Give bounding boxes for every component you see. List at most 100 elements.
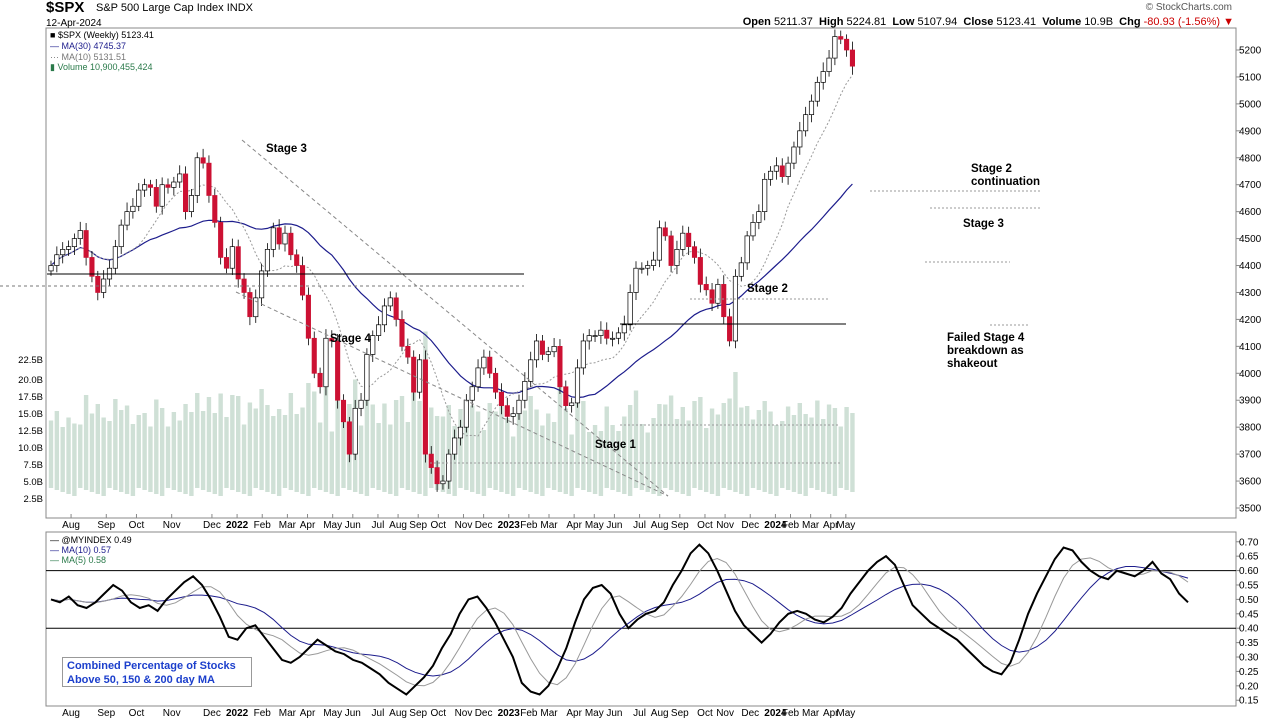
price-tick-label: 5200 — [1239, 46, 1262, 57]
volume-bar — [815, 400, 820, 490]
annotation-stage3-right: Stage 3 — [963, 218, 1004, 230]
price-tick-label: 3900 — [1239, 396, 1262, 407]
candle-body — [814, 81, 820, 102]
candle-body — [756, 211, 762, 223]
x-tick-label: Feb — [782, 520, 800, 531]
candle — [569, 397, 575, 413]
ind-tick-label: 0.20 — [1239, 681, 1259, 692]
candle-body — [370, 335, 376, 355]
volume-bar — [54, 411, 60, 490]
volume-bar — [522, 410, 528, 490]
volume-bar — [89, 413, 95, 492]
volume-bars-icon: ▮ — [50, 62, 55, 72]
volume-tick-label: 5.0B — [23, 477, 43, 488]
x-tick-label: 2022 — [226, 520, 249, 531]
candle — [118, 219, 124, 254]
candle-body — [680, 232, 686, 250]
candle-body — [358, 399, 364, 409]
candle-body — [399, 319, 405, 347]
candle-body — [697, 257, 703, 285]
chart-date: 12-Apr-2024 — [46, 18, 102, 29]
x-tick-label: Mar — [540, 708, 558, 719]
volume-bar — [382, 403, 387, 492]
price-tick-label: 4700 — [1239, 180, 1262, 191]
volume-bar — [72, 423, 77, 496]
volume-bar — [376, 423, 381, 490]
volume-bar — [282, 415, 288, 488]
volume-bars — [48, 331, 855, 496]
candle-body — [54, 254, 60, 266]
candle-body — [393, 297, 399, 320]
volume-bar — [224, 417, 229, 488]
candle-body — [206, 162, 212, 196]
x-tick-label: Apr — [300, 708, 316, 719]
indicator-panel-frame — [45, 531, 1237, 707]
volume-bar — [189, 412, 194, 496]
volume-bar — [78, 424, 83, 488]
candle — [808, 94, 815, 123]
volume-bar — [821, 419, 826, 492]
candle — [744, 231, 750, 270]
candle-body — [621, 324, 627, 334]
candle — [229, 238, 235, 275]
candles — [48, 29, 856, 492]
x-tick-label: Feb — [520, 520, 538, 531]
volume-tick-label: 20.0B — [18, 375, 43, 386]
candle — [767, 166, 774, 186]
annotation-failed-stage4: shakeout — [947, 358, 998, 370]
volume-bar — [411, 387, 416, 492]
volume-bar — [809, 417, 814, 488]
volume-bar — [610, 425, 615, 490]
x-tick-label: Apr — [566, 520, 582, 531]
volume-bar — [440, 416, 446, 492]
volume-bar — [335, 367, 340, 496]
candle-body — [200, 157, 206, 164]
candle — [282, 225, 288, 252]
x-tick-label: Oct — [431, 520, 447, 531]
candle — [77, 221, 83, 245]
candle-body — [721, 284, 727, 318]
x-tick-label: Nov — [455, 520, 473, 531]
candle-body — [305, 294, 311, 339]
candle-body — [364, 354, 370, 401]
candle — [633, 261, 639, 301]
candle-body — [604, 329, 610, 339]
price-tick-label: 5100 — [1239, 72, 1262, 83]
candle — [428, 446, 434, 474]
volume-bar — [668, 395, 674, 490]
x-tick-label: Aug — [62, 520, 80, 531]
candle — [294, 249, 300, 273]
volume-bar — [540, 425, 545, 496]
candle — [381, 298, 388, 333]
candle-body — [218, 222, 224, 258]
price-tick-label: 3700 — [1239, 450, 1262, 461]
candle-body — [329, 337, 335, 342]
x-tick-label: May — [836, 708, 855, 719]
candle-body — [475, 367, 481, 388]
candle — [259, 263, 265, 306]
volume-bar — [306, 383, 311, 496]
volume-bar — [575, 382, 580, 488]
candle — [352, 399, 358, 461]
volume-bar — [487, 403, 492, 488]
candle — [703, 276, 709, 296]
price-tick-label: 4400 — [1239, 261, 1262, 272]
candle — [762, 173, 768, 221]
x-tick-label: Sep — [409, 520, 427, 531]
candle-body — [832, 36, 838, 59]
volume-bar — [785, 406, 791, 490]
candle-body — [691, 246, 698, 258]
volume-bar — [247, 402, 253, 496]
x-tick-label: Sep — [97, 520, 115, 531]
candle — [106, 260, 113, 287]
x-tick-label: Oct — [697, 520, 713, 531]
price-tick-label: 4200 — [1239, 315, 1262, 326]
candle-body — [504, 405, 510, 417]
x-tick-label: Apr — [300, 520, 316, 531]
volume-bar — [399, 396, 405, 488]
candle-body — [627, 292, 633, 326]
candle-body — [533, 340, 540, 361]
candle-body — [469, 386, 475, 401]
candle-body — [709, 289, 715, 304]
candle — [387, 291, 393, 312]
